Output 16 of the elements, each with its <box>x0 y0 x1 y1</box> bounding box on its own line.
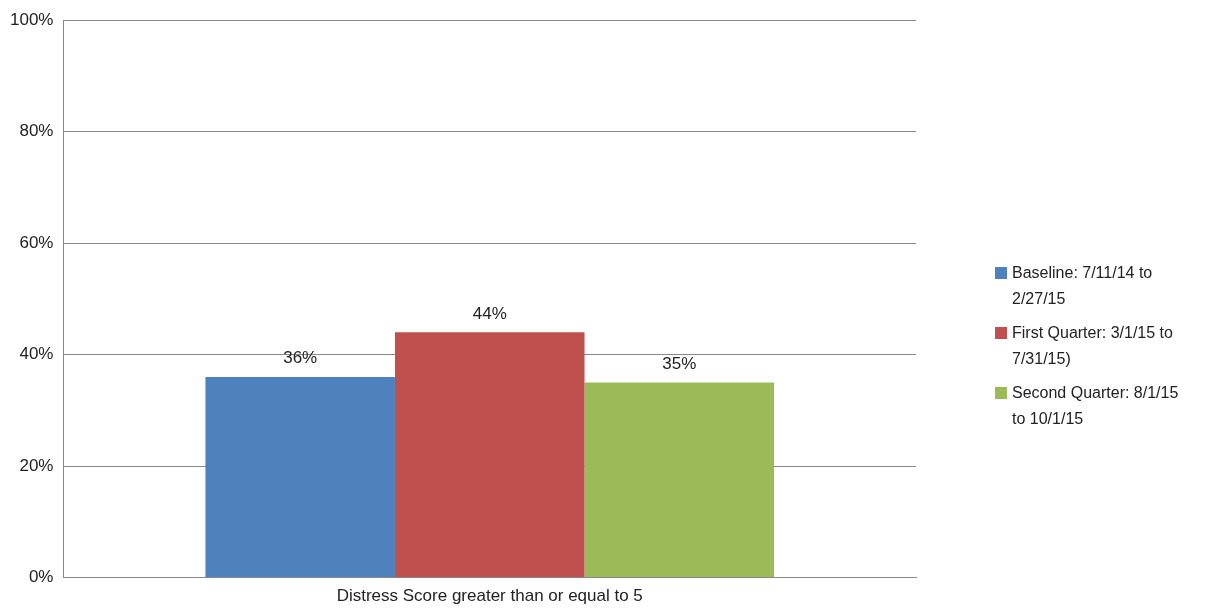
y-tick-label: 20% <box>19 455 54 475</box>
legend-label: First Quarter: 3/1/15 to 7/31/15) <box>1012 323 1174 369</box>
y-tick-label: 60% <box>19 232 54 252</box>
x-tick-label: Distress Score greater than or equal to 5 <box>336 586 643 606</box>
y-tick-label: 100% <box>10 9 54 29</box>
data-label: 36% <box>283 348 318 368</box>
y-tick-label: 0% <box>28 567 54 587</box>
legend-label: Baseline: 7/11/14 to 2/27/15 <box>1012 263 1154 309</box>
bar <box>205 376 395 578</box>
y-tick-label: 40% <box>19 344 54 364</box>
bar <box>394 332 585 578</box>
legend-label: Second Quarter: 8/1/15 to 10/1/15 <box>1012 383 1180 429</box>
data-label: 44% <box>472 303 507 323</box>
data-label: 35% <box>662 353 697 373</box>
y-tick-label: 80% <box>19 121 54 141</box>
bar <box>584 382 775 578</box>
